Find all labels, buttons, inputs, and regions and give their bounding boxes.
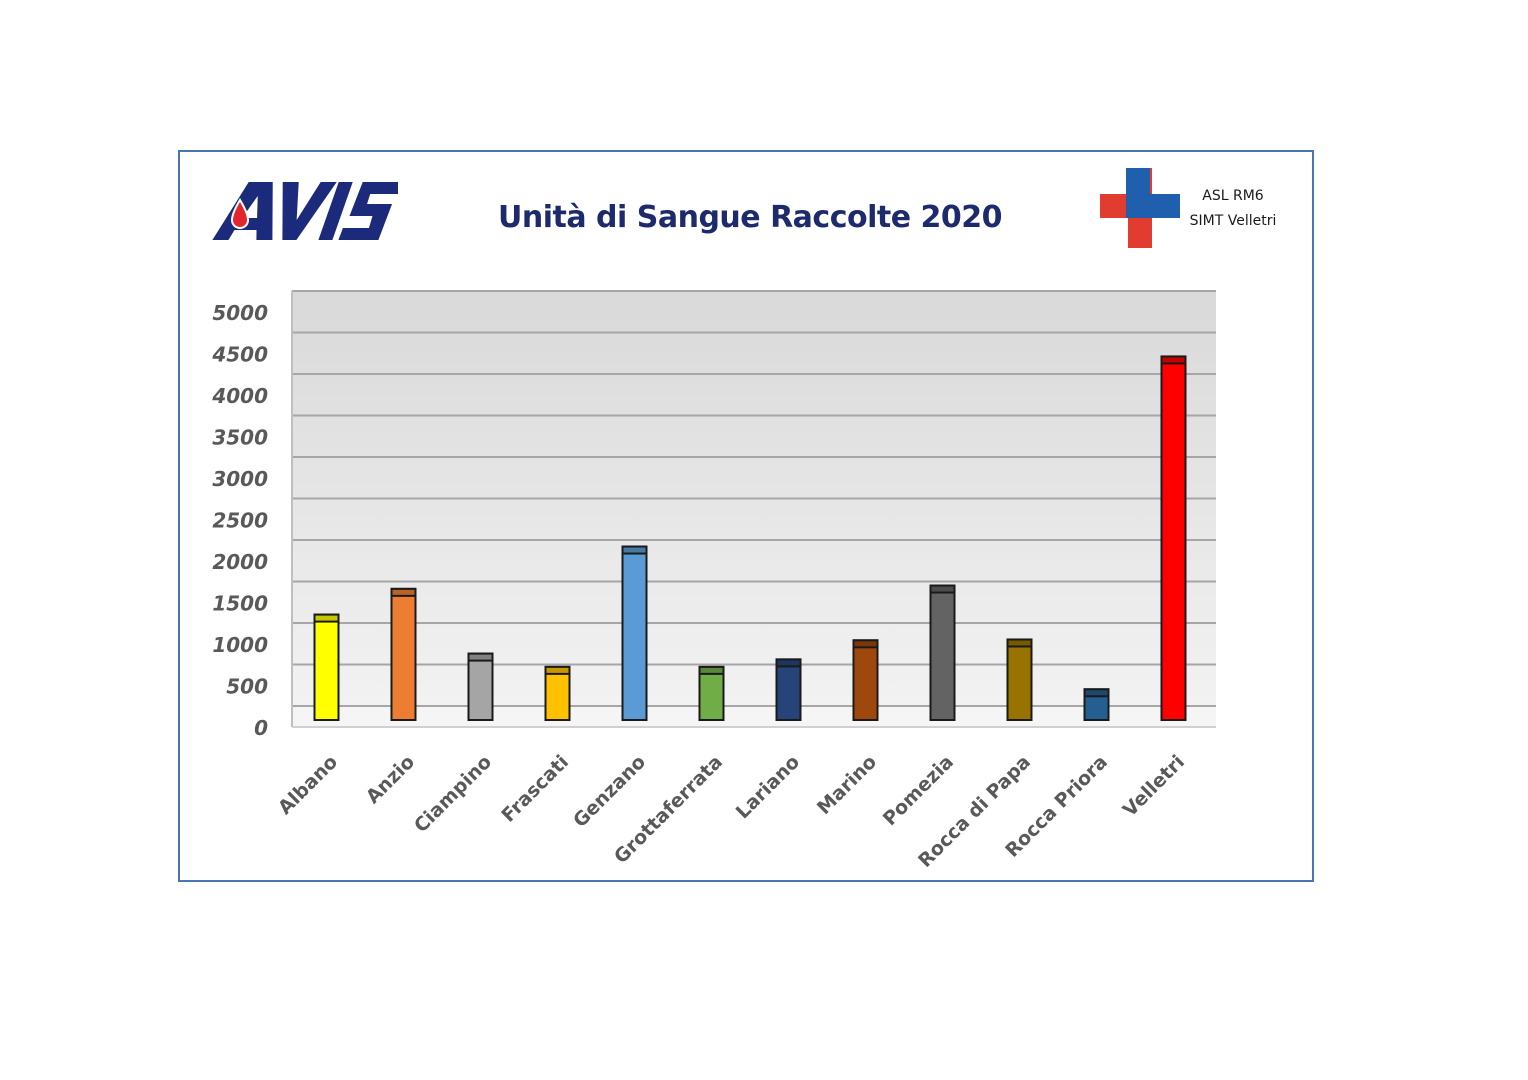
bar-cap-marino	[852, 639, 879, 649]
bar-frascati	[544, 665, 571, 722]
bar-cap-grottaferrata	[698, 665, 725, 675]
y-tick-label: 2500	[212, 509, 268, 533]
y-tick-label: 2000	[212, 550, 268, 574]
plot-floor	[292, 706, 1216, 727]
bar-cap-anzio	[390, 587, 417, 597]
bar-ciampino	[467, 652, 494, 721]
bar-velletri	[1160, 355, 1187, 721]
bar-cap-rocca-priora	[1083, 688, 1110, 698]
bar-grottaferrata	[698, 665, 725, 722]
x-tick-label: Anzio	[362, 751, 419, 808]
bar-cap-genzano	[621, 545, 648, 555]
bar-cap-pomezia	[929, 584, 956, 594]
y-tick-label: 1000	[212, 633, 268, 657]
y-tick-label: 4000	[211, 384, 268, 408]
asl-label: ASL RM6 SIMT Velletri	[1178, 184, 1288, 234]
x-tick-label: Velletri	[1119, 751, 1189, 821]
bar-cap-velletri	[1160, 355, 1187, 365]
x-tick-label: Marino	[813, 751, 881, 819]
x-tick-label: Frascati	[497, 751, 573, 827]
x-tick-label: Pomezia	[879, 751, 958, 830]
bar-marino	[852, 639, 879, 722]
bar-albano	[313, 613, 340, 722]
bar-cap-frascati	[544, 665, 571, 675]
bar-cap-lariano	[775, 658, 802, 668]
x-tick-label: Lariano	[732, 751, 804, 823]
bar-cap-ciampino	[467, 652, 494, 662]
asl-line-1: ASL RM6	[1202, 188, 1264, 204]
blood-drop-icon	[230, 198, 250, 230]
asl-line-2: SIMT Velletri	[1189, 213, 1277, 229]
bar-pomezia	[929, 584, 956, 721]
y-tick-label: 5000	[212, 301, 268, 325]
y-tick-label: 4500	[211, 343, 268, 367]
y-tick-label: 500	[226, 675, 268, 699]
y-tick-label: 1500	[212, 592, 268, 616]
x-tick-label: Albano	[274, 751, 342, 819]
asl-cross-icon	[1100, 168, 1180, 248]
bar-rocca-di-papa	[1006, 638, 1033, 721]
x-tick-label: Genzano	[569, 751, 650, 832]
bar-genzano	[621, 545, 648, 722]
chart-title: Unità di Sangue Raccolte 2020	[498, 200, 1003, 235]
bar-cap-albano	[313, 613, 340, 623]
x-tick-label: Ciampino	[410, 751, 496, 837]
bar-lariano	[775, 658, 802, 721]
y-tick-label: 3500	[212, 426, 268, 450]
avis-logo	[212, 182, 398, 240]
bar-cap-rocca-di-papa	[1006, 638, 1033, 648]
bar-anzio	[390, 587, 417, 721]
y-tick-label: 0	[254, 716, 268, 740]
y-tick-label: 3000	[212, 467, 268, 491]
